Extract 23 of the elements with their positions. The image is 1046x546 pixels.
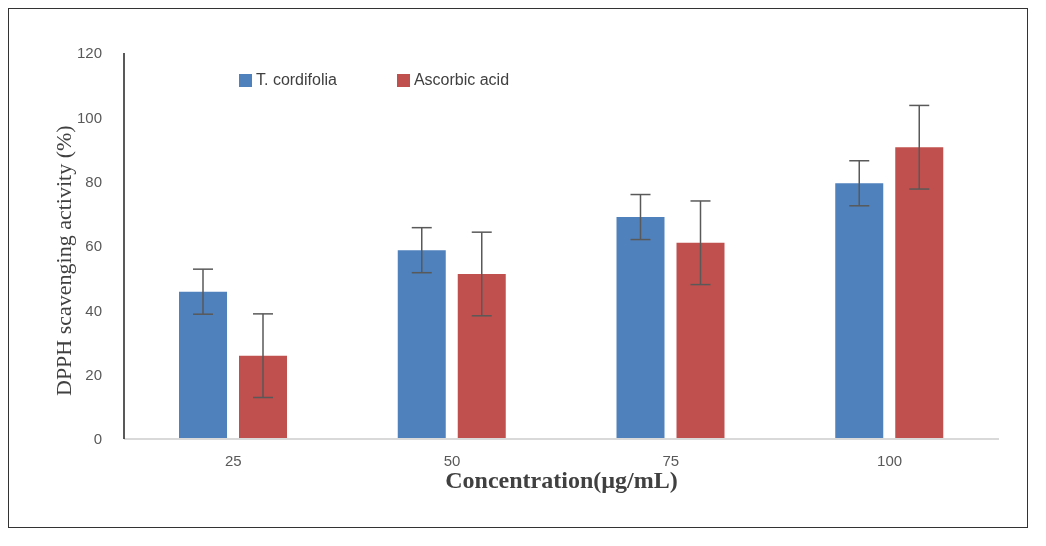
bar	[676, 242, 725, 439]
x-tick-label: 75	[662, 451, 680, 469]
y-tick-label: 120	[76, 44, 102, 62]
y-tick-label: 100	[76, 108, 102, 126]
y-axis-title: DPPH scavenging activity (%)	[50, 125, 76, 396]
bar	[397, 250, 446, 439]
legend-label: T. cordifolia	[256, 71, 337, 88]
legend-label: Ascorbic acid	[413, 71, 510, 88]
bar	[616, 217, 665, 439]
x-tick-label: 25	[225, 451, 242, 469]
bar	[457, 273, 506, 439]
y-tick-label: 20	[85, 365, 102, 383]
x-tick-label: 50	[443, 451, 461, 469]
y-tick-label: 0	[93, 430, 102, 448]
bar	[239, 355, 287, 439]
bar	[179, 291, 227, 439]
bar	[895, 147, 944, 439]
x-tick-label: 100	[877, 451, 903, 469]
bar	[835, 183, 884, 439]
y-tick-label: 60	[85, 237, 102, 255]
y-tick-label: 80	[85, 172, 102, 190]
x-axis-title: Concentration(µg/mL)	[445, 467, 678, 494]
y-tick-label: 40	[85, 301, 102, 319]
